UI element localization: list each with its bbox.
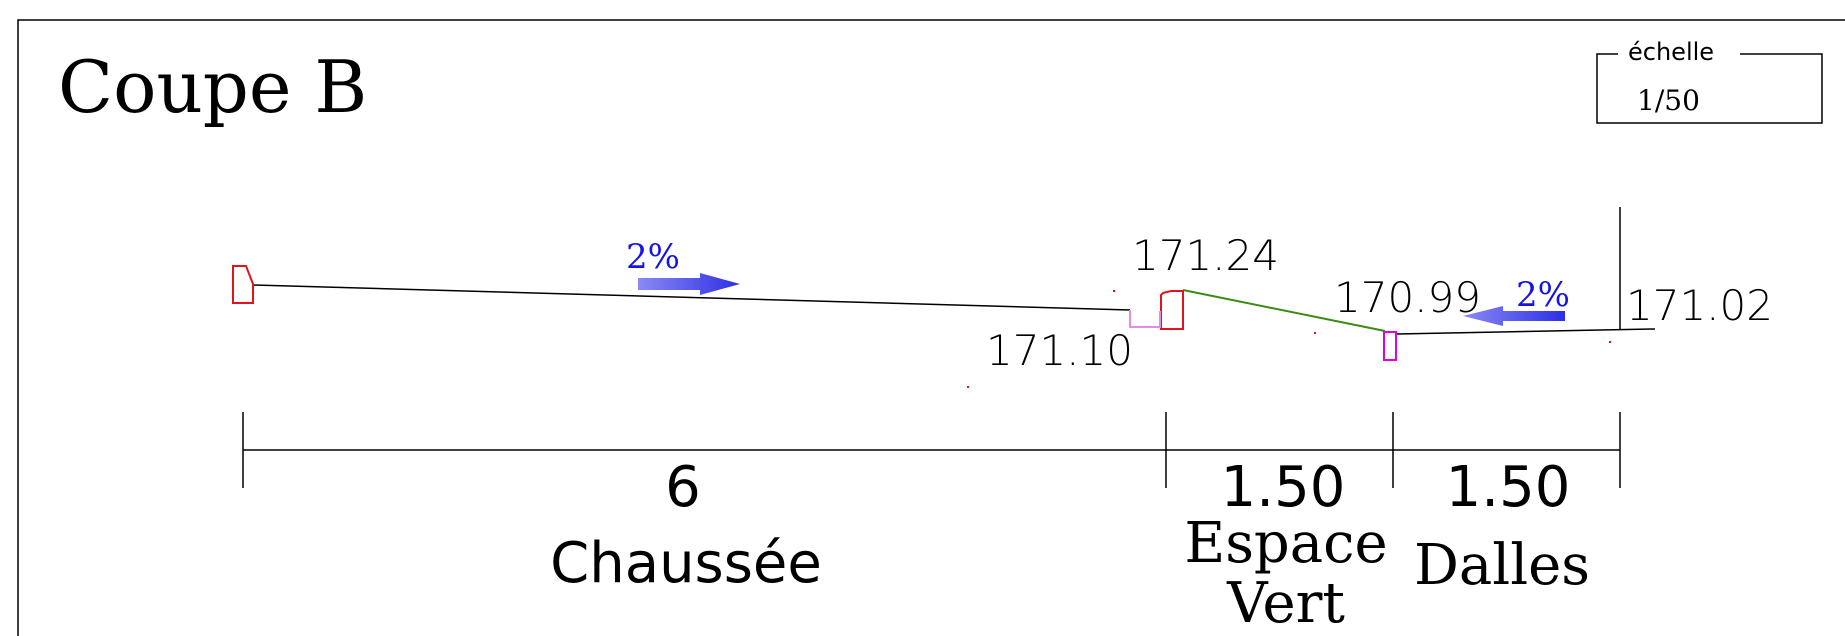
red-speck	[1609, 341, 1611, 343]
dimension-value-roadway: 6	[665, 455, 701, 520]
drawing-frame	[17, 19, 1845, 636]
paving-surface-line	[1394, 328, 1656, 335]
elevation-label: 171.24	[1132, 231, 1279, 280]
zone-label-green-line2: Vert	[1226, 571, 1345, 636]
zone-label-paving: Dalles	[1414, 533, 1590, 598]
elevation-label: 171.10	[986, 326, 1133, 375]
gutter-block	[1129, 310, 1161, 328]
slope-label-right: 2%	[1516, 275, 1570, 315]
scale-label: échelle	[1628, 38, 1714, 66]
red-speck	[967, 386, 969, 388]
scale-value: 1/50	[1637, 84, 1700, 117]
red-speck	[1314, 332, 1316, 334]
elevation-label: 171.02	[1626, 281, 1773, 330]
green-space-line	[1182, 289, 1386, 332]
slope-arrow-right-icon	[638, 273, 740, 295]
right-curb	[1160, 290, 1184, 330]
dimension-value-paving: 1.50	[1446, 455, 1571, 520]
roadway-surface-line	[252, 284, 1131, 311]
paving-edge-block	[1383, 331, 1397, 361]
zone-label-roadway: Chaussée	[550, 531, 822, 596]
slope-arrow-left-icon	[1463, 306, 1565, 326]
scale-box: échelle 1/50	[1596, 38, 1823, 124]
left-curb	[232, 265, 254, 304]
zone-label-green-line1: Espace	[1184, 511, 1387, 576]
slope-label-left: 2%	[626, 237, 680, 277]
dimension-line	[242, 412, 1621, 488]
dimension-value-green: 1.50	[1221, 455, 1346, 520]
elevation-label: 170.99	[1334, 273, 1481, 322]
page-title: Coupe B	[58, 45, 367, 129]
red-speck	[1113, 290, 1115, 292]
